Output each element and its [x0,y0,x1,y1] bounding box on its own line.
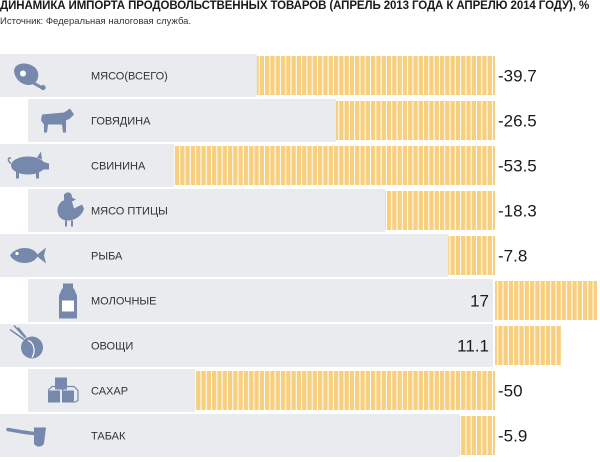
value-label: 17 [470,292,489,311]
fish-icon [10,247,46,264]
value-label: -26.5 [498,112,537,131]
bar-4 [385,191,495,230]
category-label: СВИНИНА [91,161,146,173]
category-label: МЯСО ПТИЦЫ [91,206,168,218]
milk-carton-icon [59,283,77,319]
chicken-icon [57,192,84,227]
bar-6 [495,281,597,320]
bar-2 [336,101,495,140]
bar-8 [195,371,495,410]
category-label: МЯСО(ВСЕГО) [91,71,168,83]
category-label: МОЛОЧНЫЕ [91,296,156,308]
bar-7 [495,326,562,365]
row-background [0,234,449,277]
onion-icon [9,324,43,359]
category-label: ГОВЯДИНА [91,116,151,128]
bar-3 [174,146,495,185]
row-background [28,279,493,322]
value-label: -5.9 [498,427,527,446]
row-background [0,324,493,367]
chart-title: ДИНАМИКА ИМПОРТА ПРОДОВОЛЬСТВЕННЫХ ТОВАР… [0,0,590,12]
row-background [28,99,336,142]
pig-icon [7,151,49,179]
row-background [28,189,386,232]
category-label: ТАБАК [91,431,126,443]
pipe-icon [6,427,46,447]
value-label: -18.3 [498,202,537,221]
value-label: -50 [498,382,523,401]
value-label: -7.8 [498,247,527,266]
bar-1 [256,56,495,95]
category-label: САХАР [91,386,128,398]
source-note: Источник: Федеральная налоговая служба. [0,16,192,27]
bar-9 [459,416,495,455]
row-background [0,414,460,457]
category-label: ОВОЩИ [91,341,133,353]
bar-5 [448,236,495,275]
category-label: РЫБА [91,251,123,263]
ham-icon [14,63,46,91]
cow-icon [41,108,74,133]
value-label: 11.1 [457,337,489,356]
sugar-cubes-icon [47,377,79,404]
value-label: -39.7 [498,67,537,86]
value-label: -53.5 [498,157,537,176]
